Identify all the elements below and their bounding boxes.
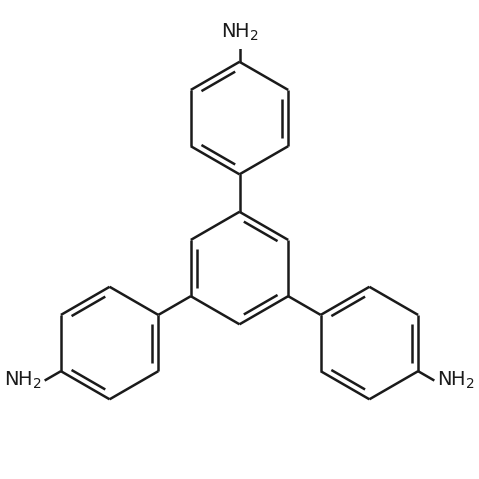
Text: NH$_2$: NH$_2$ [220, 22, 259, 43]
Text: NH$_2$: NH$_2$ [4, 370, 42, 391]
Text: NH$_2$: NH$_2$ [437, 370, 475, 391]
